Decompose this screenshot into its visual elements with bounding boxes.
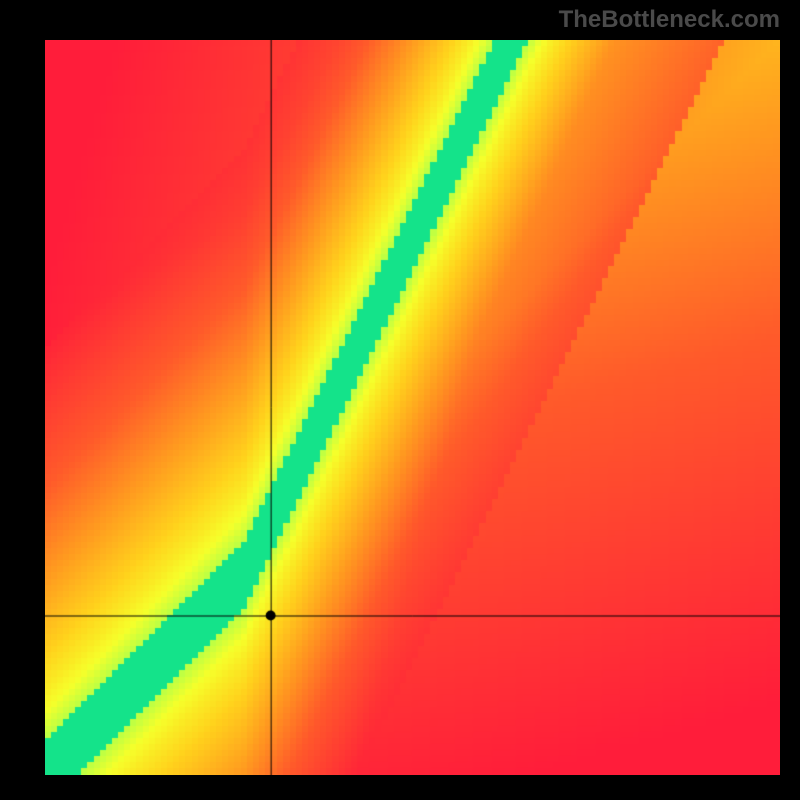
heatmap-canvas: [45, 40, 780, 775]
watermark-text: TheBottleneck.com: [559, 6, 780, 34]
chart-container: TheBottleneck.com: [0, 0, 800, 800]
